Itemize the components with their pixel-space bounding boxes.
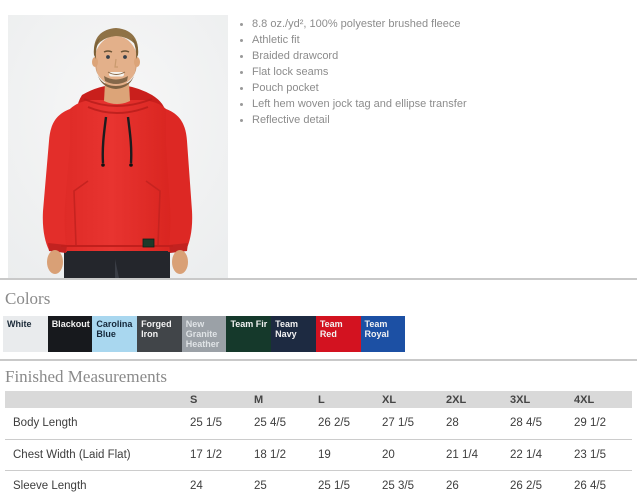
color-swatch-white[interactable]: White <box>3 316 48 352</box>
feature-item: Pouch pocket <box>252 80 618 96</box>
row-label: Body Length <box>13 417 78 430</box>
swatch-label: New Granite Heather <box>185 319 220 349</box>
section-divider <box>0 359 637 361</box>
measurements-header-row: S M L XL 2XL 3XL 4XL <box>5 391 632 408</box>
color-swatch-team-royal[interactable]: Team Royal <box>360 316 406 352</box>
swatch-label: Carolina Blue <box>96 319 133 339</box>
measurement-value: 25 3/5 <box>382 479 414 492</box>
size-column-header: XL <box>374 391 438 408</box>
feature-item: Braided drawcord <box>252 48 618 64</box>
swatch-label: Forged Iron <box>141 319 172 339</box>
measurement-value: 28 4/5 <box>510 417 542 430</box>
color-swatch-new-granite-heather[interactable]: New Granite Heather <box>181 316 227 352</box>
measurement-value: 26 2/5 <box>510 479 542 492</box>
measurement-value: 25 4/5 <box>254 417 286 430</box>
swatch-label: Team Navy <box>275 319 298 339</box>
measurement-value: 29 1/2 <box>574 417 606 430</box>
swatch-label: Team Red <box>319 319 343 339</box>
measurement-value: 24 <box>190 479 203 492</box>
swatch-label: Blackout <box>51 319 90 329</box>
feature-item: Flat lock seams <box>252 64 618 80</box>
size-column-header: 4XL <box>566 391 632 408</box>
measurement-value: 26 <box>446 479 459 492</box>
row-label: Chest Width (Laid Flat) <box>13 448 131 461</box>
measurement-value: 21 1/4 <box>446 448 478 461</box>
color-swatch-team-red[interactable]: Team Red <box>315 316 361 352</box>
color-swatch-team-fir[interactable]: Team Fir <box>226 316 272 352</box>
size-column-spacer <box>5 391 182 408</box>
size-column-header: M <box>246 391 310 408</box>
feature-item: 8.8 oz./yd², 100% polyester brushed flee… <box>252 16 618 32</box>
row-label: Sleeve Length <box>13 479 87 492</box>
feature-list: 8.8 oz./yd², 100% polyester brushed flee… <box>238 16 618 128</box>
measurement-value: 18 1/2 <box>254 448 286 461</box>
colors-heading: Colors <box>5 289 51 308</box>
color-swatch-forged-iron[interactable]: Forged Iron <box>137 316 182 352</box>
product-photo <box>8 15 228 278</box>
feature-item: Reflective detail <box>252 112 618 128</box>
color-swatch-row: White Blackout Carolina Blue Forged Iron… <box>3 316 406 352</box>
size-column-header: 3XL <box>502 391 566 408</box>
measurement-value: 25 1/5 <box>190 417 222 430</box>
table-row-chest-width: Chest Width (Laid Flat) 17 1/2 18 1/2 19… <box>5 439 632 470</box>
color-swatch-carolina-blue[interactable]: Carolina Blue <box>92 316 138 352</box>
model-photo-illustration <box>8 15 228 278</box>
measurement-value: 26 2/5 <box>318 417 350 430</box>
measurement-value: 23 1/5 <box>574 448 606 461</box>
feature-item: Athletic fit <box>252 32 618 48</box>
feature-item: Left hem woven jock tag and ellipse tran… <box>252 96 618 112</box>
size-column-header: L <box>310 391 374 408</box>
size-column-header: S <box>182 391 246 408</box>
color-swatch-blackout[interactable]: Blackout <box>47 316 93 352</box>
measurement-value: 25 1/5 <box>318 479 350 492</box>
color-swatch-team-navy[interactable]: Team Navy <box>271 316 316 352</box>
measurement-value: 28 <box>446 417 459 430</box>
measurement-value: 19 <box>318 448 331 461</box>
swatch-label: Team Fir <box>230 319 268 329</box>
measurement-value: 25 <box>254 479 267 492</box>
measurement-value: 27 1/5 <box>382 417 414 430</box>
measurements-table: S M L XL 2XL 3XL 4XL Body Length 25 1/5 … <box>5 391 632 501</box>
swatch-label: White <box>7 319 32 329</box>
size-column-header: 2XL <box>438 391 502 408</box>
swatch-label: Team Royal <box>364 319 390 339</box>
measurement-value: 17 1/2 <box>190 448 222 461</box>
table-row-sleeve-length: Sleeve Length 24 25 25 1/5 25 3/5 26 26 … <box>5 470 632 501</box>
finished-measurements-heading: Finished Measurements <box>5 367 167 386</box>
section-divider <box>0 278 637 280</box>
measurement-value: 22 1/4 <box>510 448 542 461</box>
table-row-body-length: Body Length 25 1/5 25 4/5 26 2/5 27 1/5 … <box>5 408 632 439</box>
measurement-value: 20 <box>382 448 395 461</box>
measurement-value: 26 4/5 <box>574 479 606 492</box>
